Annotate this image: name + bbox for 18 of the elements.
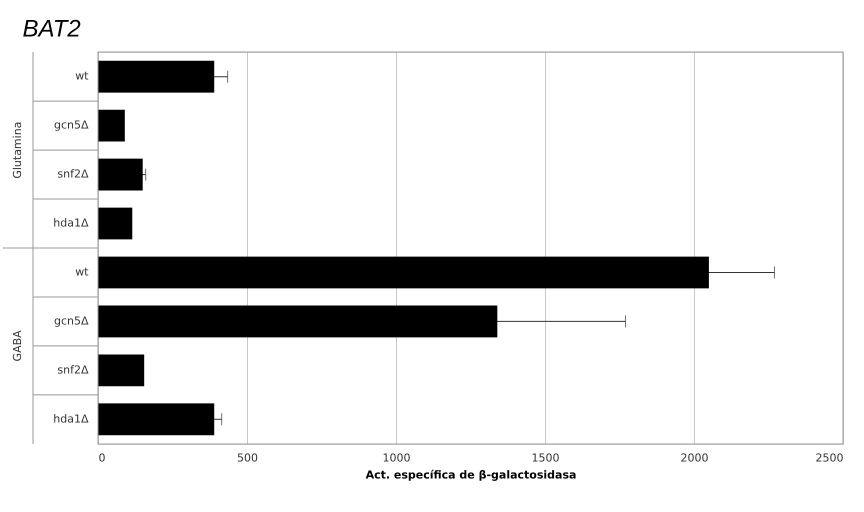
x-tick-label: 2500 [816, 452, 844, 464]
y-tick-label: wt [75, 265, 90, 278]
chart-title: BAT2 [22, 16, 81, 42]
x-tick-label: 0 [98, 452, 106, 464]
y-tick-label: snf2Δ [57, 363, 89, 376]
text: Glutamina [11, 122, 24, 179]
x-tick-label: 1500 [532, 452, 560, 464]
y-tick-label: gcn5Δ [54, 118, 89, 132]
y-tick-label: wt [75, 70, 90, 83]
x-tick-label: 500 [237, 452, 258, 464]
text: GABA [11, 330, 24, 362]
x-tick-label: 1000 [382, 452, 410, 464]
y-tick-label: hda1Δ [53, 412, 89, 426]
y-tick-label: gcn5Δ [54, 314, 89, 328]
x-tick-label: 2000 [680, 452, 708, 464]
y-tick-label: hda1Δ [53, 216, 89, 230]
x-axis-title: Act. específica de β-galactosidasa [366, 468, 576, 482]
y-tick-label: snf2Δ [57, 168, 89, 181]
